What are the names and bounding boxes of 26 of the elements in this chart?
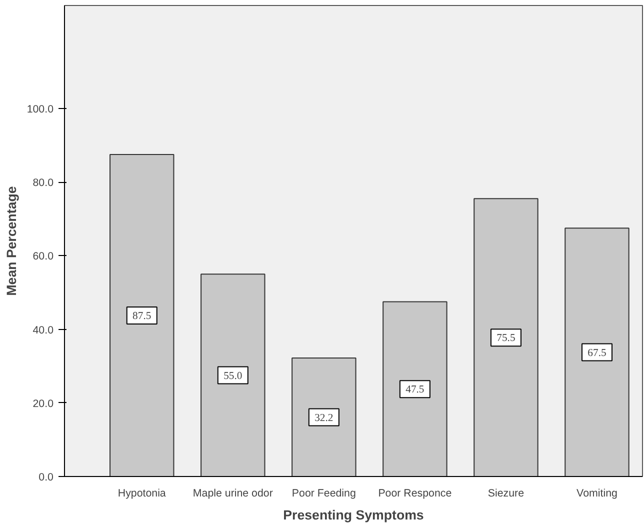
bar [564,228,630,476]
y-tick-label: 100.0 [26,104,54,116]
y-tick-label: 80.0 [32,177,54,190]
x-tick-label: Hypotonia [118,488,166,500]
y-tick-label: 0.0 [38,472,54,484]
bar [474,198,538,476]
data-label: 87.5 [132,311,152,322]
data-label: 32.2 [314,412,334,424]
bar [200,274,266,476]
x-tick-label: Vomiting [576,488,618,500]
bar [382,301,448,476]
bar [110,154,174,476]
x-axis-title: Presenting Symptoms [283,508,424,522]
x-tick-label: Siezure [488,488,524,500]
bar [292,358,356,476]
y-tick-label: 60.0 [32,250,54,263]
x-tick-label: Maple urine odor [192,488,274,500]
data-label: 47.5 [406,384,424,396]
x-tick-label: Poor Responce [378,488,452,500]
data-label: 75.5 [496,333,516,344]
data-label: 67.5 [588,348,606,359]
y-axis-title: Mean Percentage [4,186,19,296]
y-tick-label: 20.0 [32,398,54,410]
y-tick-label: 40.0 [32,324,54,336]
data-label: 55.0 [224,370,242,382]
x-tick-label: Poor Feeding [292,488,356,500]
